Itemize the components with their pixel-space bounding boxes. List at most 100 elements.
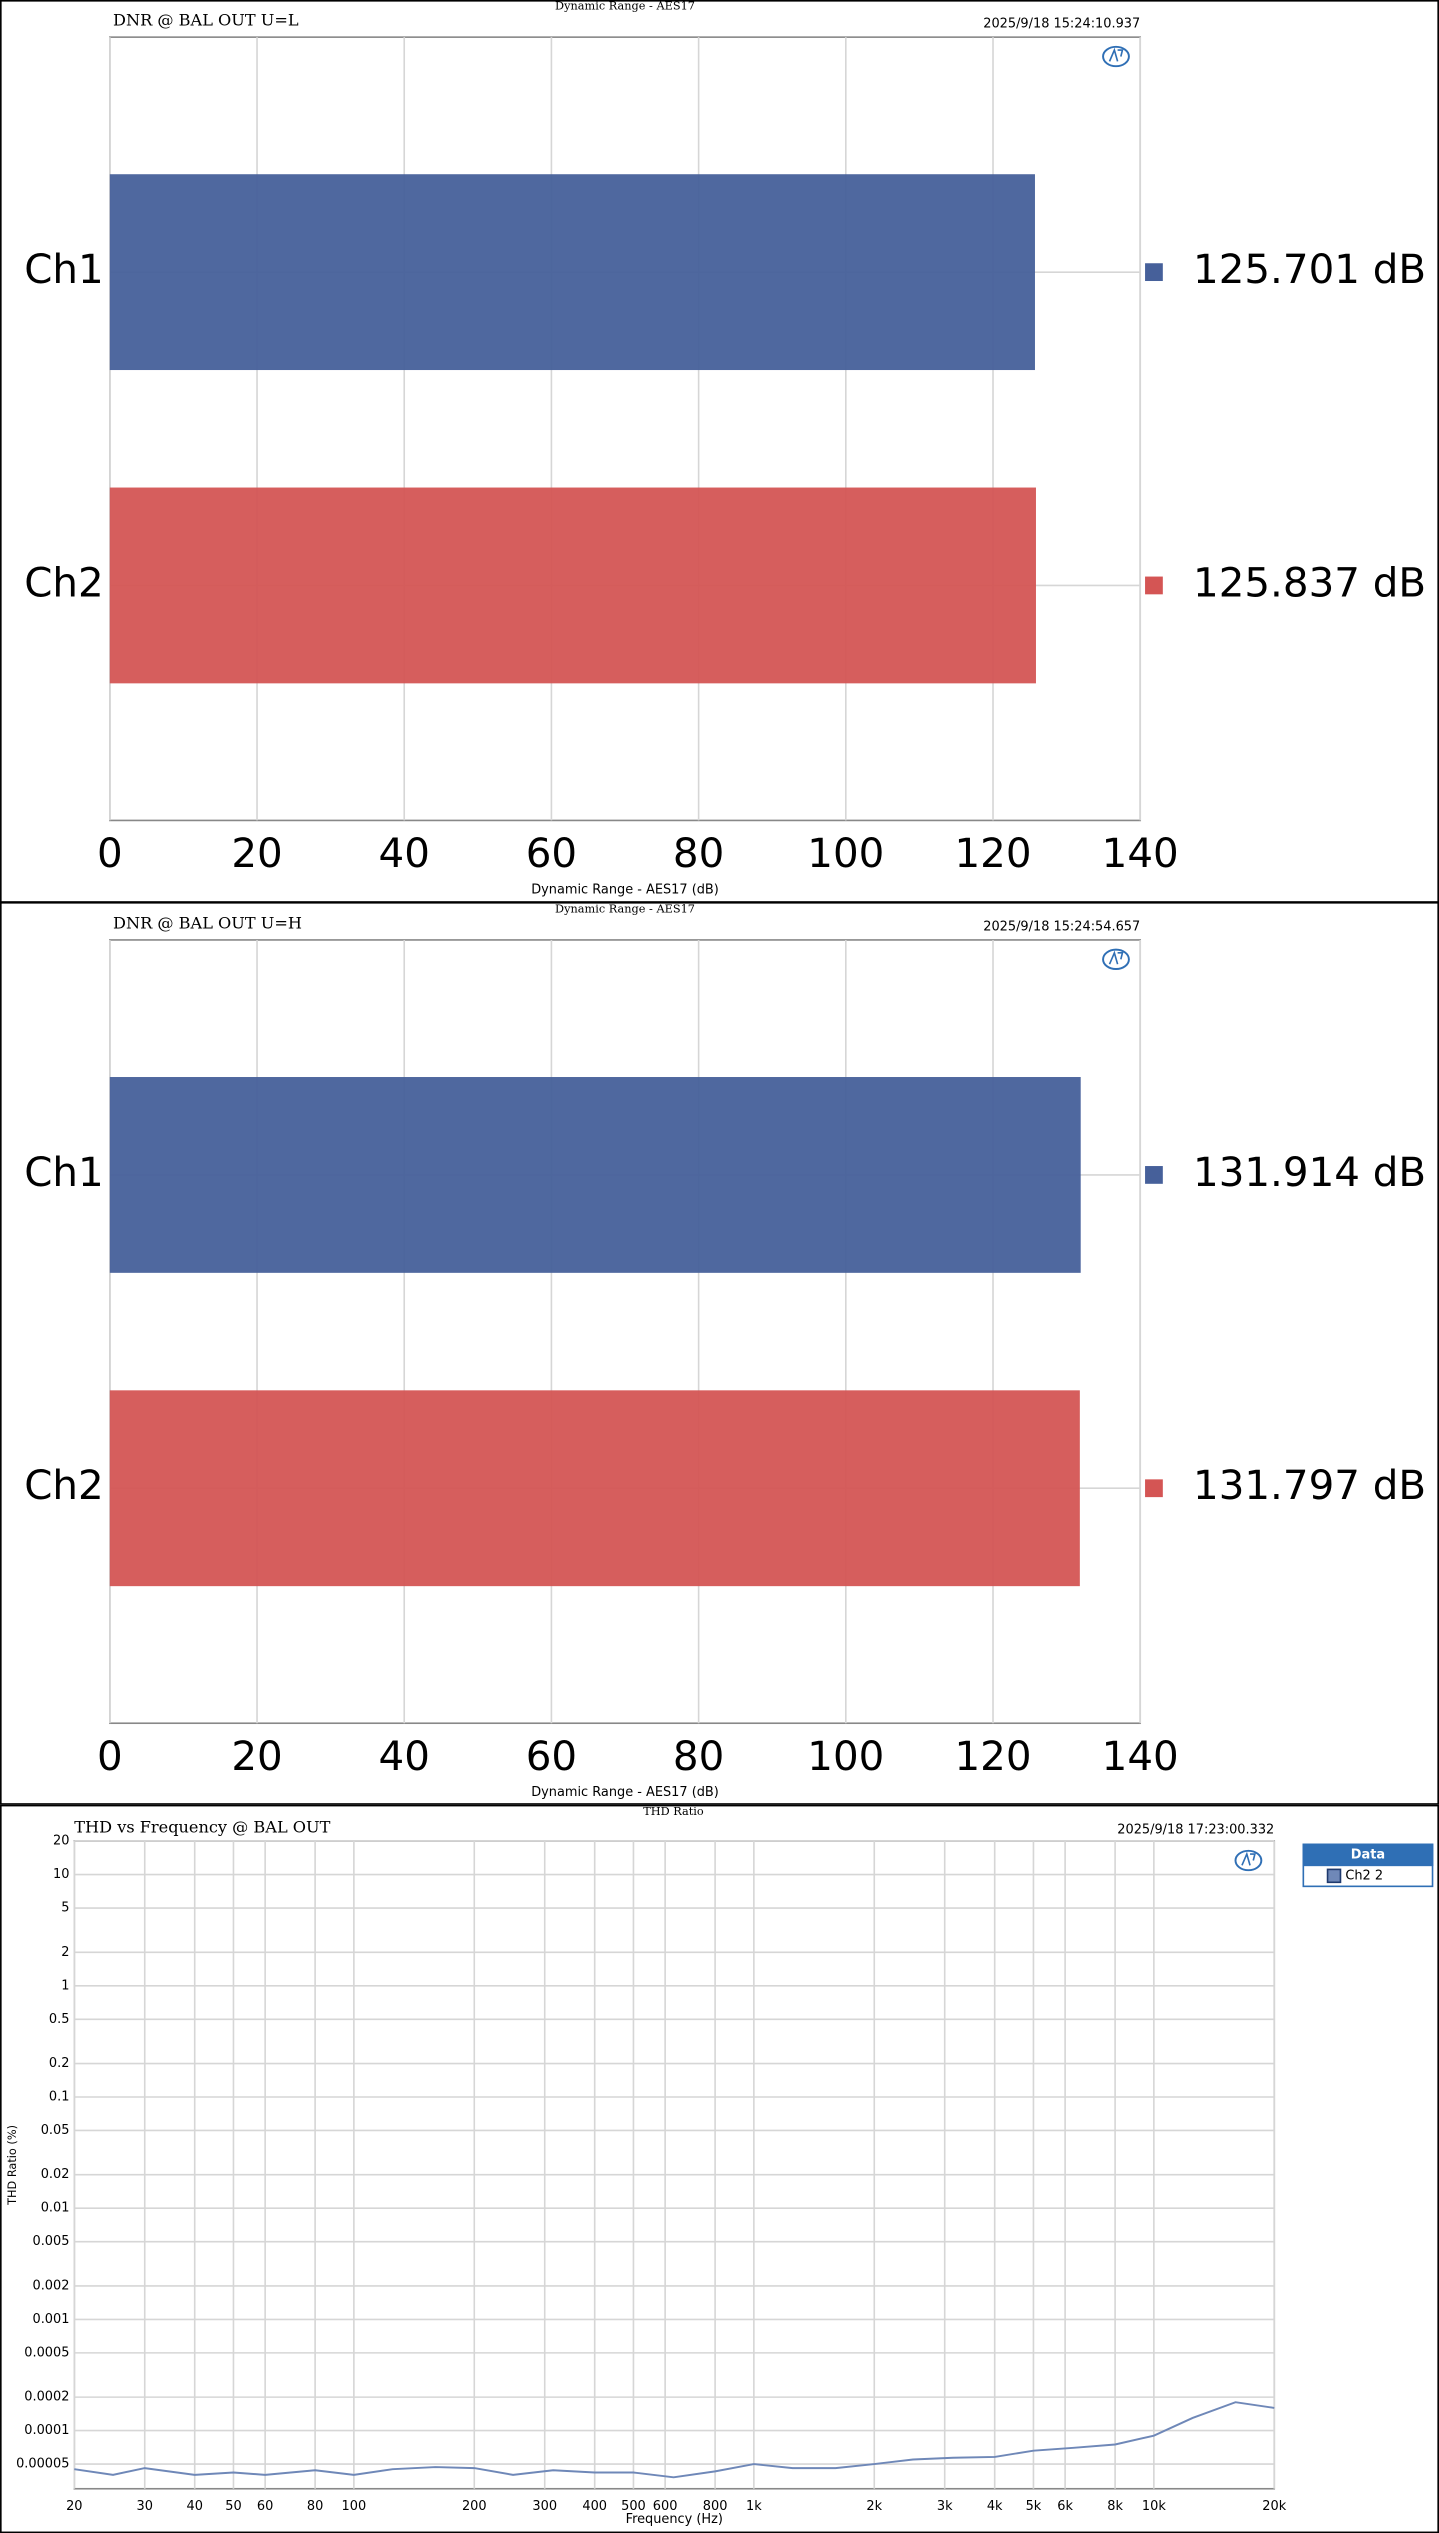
plot-area (109, 939, 1142, 1725)
value-label: 131.914 dB (1193, 1149, 1426, 1196)
timestamp: 2025/9/18 17:23:00.332 (1117, 1822, 1274, 1837)
x-tick-label: 60 (257, 2499, 273, 2514)
value-label: 125.837 dB (1193, 559, 1426, 606)
x-tick-label: 0 (97, 830, 123, 877)
y-tick-label: 1 (61, 1978, 69, 1993)
x-tick-label: 100 (807, 1733, 884, 1780)
ap-logo (1102, 948, 1130, 970)
legend-marker (1145, 263, 1163, 282)
x-tick-label: 100 (342, 2499, 367, 2514)
bar (109, 1390, 1080, 1587)
panel-border (0, 1804, 1439, 2533)
x-tick-label: 50 (225, 2499, 241, 2514)
y-tick-label: 0.0005 (24, 2345, 69, 2360)
chart-title: Dynamic Range - AES17 (555, 0, 695, 12)
x-tick-label: 3k (937, 2499, 953, 2514)
chart-title: THD Ratio (643, 1805, 704, 1818)
y-tick-label: 0.0001 (24, 2423, 69, 2438)
ap-logo (1108, 47, 1124, 62)
y-tick-label: 0.01 (41, 2201, 70, 2216)
ap-logo (1108, 950, 1124, 965)
bar (109, 174, 1035, 371)
y-tick-label: 0.005 (33, 2234, 70, 2249)
x-tick-label: 120 (954, 830, 1031, 877)
y-axis-label: THD Ratio (%) (6, 2125, 19, 2206)
x-tick-label: 6k (1057, 2499, 1073, 2514)
x-tick-label: 20 (231, 1733, 282, 1780)
plot-area (73, 1840, 1276, 2490)
x-tick-label: 20 (66, 2499, 82, 2514)
legend-marker (1145, 1479, 1163, 1498)
x-tick-label: 80 (307, 2499, 323, 2514)
legend-label: Ch2 2 (1345, 1868, 1383, 1883)
x-tick-label: 800 (703, 2499, 728, 2514)
panel-border (0, 901, 1439, 1805)
y-tick-label: 2 (61, 1945, 69, 1960)
x-tick-label: 1k (746, 2499, 762, 2514)
legend-marker (1145, 1166, 1163, 1184)
x-tick-label: 200 (462, 2499, 487, 2514)
x-tick-label: 40 (379, 1733, 430, 1780)
x-tick-label: 140 (1102, 1733, 1179, 1780)
plot-area (109, 36, 1142, 822)
x-tick-label: 300 (532, 2499, 557, 2514)
chart-subtitle: DNR @ BAL OUT U=H (113, 913, 302, 932)
x-tick-label: 2k (866, 2499, 882, 2514)
x-tick-label: 10k (1142, 2499, 1166, 2514)
category-label: Ch1 (24, 1149, 103, 1196)
x-tick-label: 400 (582, 2499, 607, 2514)
y-tick-label: 0.0002 (24, 2390, 69, 2405)
legend-box (1302, 1843, 1434, 1888)
value-label: 131.797 dB (1193, 1462, 1426, 1509)
legend-marker (1326, 1868, 1342, 1884)
value-label: 125.701 dB (1193, 246, 1426, 293)
y-tick-label: 20 (53, 1834, 69, 1849)
x-tick-label: 140 (1102, 830, 1179, 877)
y-tick-label: 5 (61, 1901, 69, 1916)
data-line (74, 2401, 1275, 2479)
x-tick-label: 600 (653, 2499, 678, 2514)
chart: Dynamic Range - AES17 DNR @ BAL OUT U=L 20… (24, 0, 1426, 897)
chart-title: Dynamic Range - AES17 (555, 902, 695, 915)
x-tick-label: 4k (987, 2499, 1003, 2514)
y-tick-label: 0.002 (33, 2278, 70, 2293)
category-label: Ch1 (24, 246, 103, 293)
y-tick-label: 0.05 (41, 2123, 70, 2138)
x-tick-label: 5k (1026, 2499, 1042, 2514)
y-tick-label: 0.02 (41, 2167, 70, 2182)
ap-logo (1241, 1851, 1256, 1866)
legend-marker (1145, 576, 1163, 595)
y-tick-label: 0.5 (49, 2012, 70, 2027)
x-tick-label: 80 (673, 830, 724, 877)
x-tick-label: 0 (97, 1733, 123, 1780)
ap-logo (1102, 45, 1130, 68)
x-tick-label: 20 (231, 830, 282, 877)
x-tick-label: 60 (526, 830, 577, 877)
y-tick-label: 10 (53, 1867, 69, 1882)
y-tick-label: 0.2 (49, 2056, 70, 2071)
chart: THD Ratio THD vs Frequency @ BAL OUT 2025/… (6, 1805, 1434, 2527)
x-axis-label: Frequency (Hz) (626, 2512, 723, 2527)
x-tick-label: 100 (807, 830, 884, 877)
chart-subtitle: DNR @ BAL OUT U=L (113, 10, 299, 29)
x-axis-label: Dynamic Range - AES17 (dB) (531, 1785, 719, 1800)
x-tick-label: 500 (621, 2499, 646, 2514)
chart: Dynamic Range - AES17 DNR @ BAL OUT U=H 20… (24, 902, 1426, 1800)
y-tick-label: 0.00005 (16, 2457, 69, 2472)
chart-subtitle: THD vs Frequency @ BAL OUT (74, 1818, 330, 1837)
category-label: Ch2 (24, 1462, 103, 1509)
x-tick-label: 40 (379, 830, 430, 877)
y-tick-label: 0.001 (33, 2312, 70, 2327)
timestamp: 2025/9/18 15:24:10.937 (983, 17, 1140, 32)
x-axis-label: Dynamic Range - AES17 (dB) (531, 882, 719, 897)
x-tick-label: 120 (954, 1733, 1031, 1780)
category-label: Ch2 (24, 559, 103, 606)
bar (109, 1077, 1081, 1273)
y-tick-label: 0.1 (49, 2090, 70, 2105)
ap-logo (1234, 1849, 1263, 1872)
bar (109, 487, 1036, 684)
x-tick-label: 40 (186, 2499, 202, 2514)
timestamp: 2025/9/18 15:24:54.657 (983, 920, 1140, 935)
